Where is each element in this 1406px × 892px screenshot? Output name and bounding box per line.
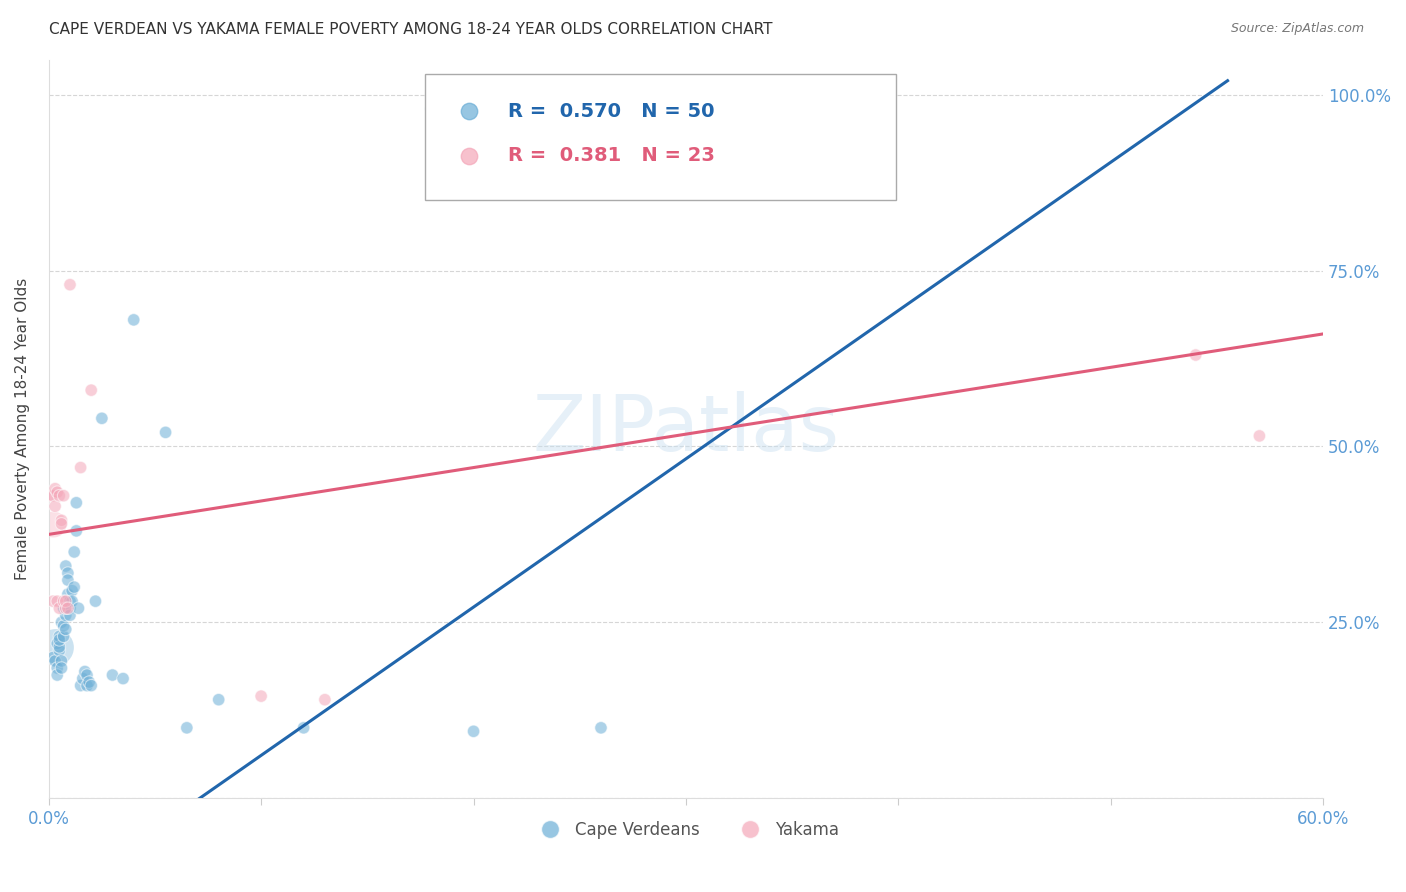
Point bbox=[42, 650, 65, 665]
Point bbox=[72, 672, 94, 686]
Point bbox=[46, 594, 69, 608]
Point bbox=[59, 277, 82, 292]
Point bbox=[51, 661, 73, 675]
Point bbox=[76, 679, 98, 693]
Point bbox=[77, 675, 100, 690]
Point bbox=[1249, 429, 1271, 443]
Point bbox=[44, 640, 66, 654]
Point bbox=[589, 721, 612, 735]
Point bbox=[42, 594, 65, 608]
Point bbox=[44, 500, 66, 514]
Point bbox=[292, 721, 315, 735]
Point bbox=[44, 654, 66, 668]
Point bbox=[80, 383, 103, 397]
Point bbox=[176, 721, 198, 735]
Point bbox=[55, 601, 77, 615]
Point bbox=[55, 594, 77, 608]
Point bbox=[73, 665, 96, 679]
Point bbox=[84, 594, 107, 608]
Point bbox=[52, 619, 75, 633]
Point bbox=[69, 460, 91, 475]
Point bbox=[63, 580, 86, 594]
Point bbox=[55, 608, 77, 623]
Point bbox=[46, 668, 69, 682]
Point bbox=[42, 489, 65, 503]
Point bbox=[48, 601, 70, 615]
Point bbox=[59, 608, 82, 623]
Text: R =  0.570   N = 50: R = 0.570 N = 50 bbox=[508, 102, 714, 120]
Point bbox=[51, 516, 73, 531]
Point bbox=[48, 643, 70, 657]
Point bbox=[46, 485, 69, 500]
Point bbox=[48, 640, 70, 654]
Point bbox=[52, 489, 75, 503]
Point bbox=[314, 692, 336, 706]
Point bbox=[48, 629, 70, 643]
Point bbox=[55, 559, 77, 574]
Text: R =  0.381   N = 23: R = 0.381 N = 23 bbox=[508, 146, 714, 165]
Point bbox=[69, 679, 91, 693]
Point bbox=[101, 668, 124, 682]
Y-axis label: Female Poverty Among 18-24 Year Olds: Female Poverty Among 18-24 Year Olds bbox=[15, 277, 30, 580]
Text: Source: ZipAtlas.com: Source: ZipAtlas.com bbox=[1230, 22, 1364, 36]
Point bbox=[1184, 348, 1206, 362]
Point bbox=[122, 313, 145, 327]
Point bbox=[51, 654, 73, 668]
Point bbox=[48, 632, 70, 647]
Point bbox=[51, 615, 73, 630]
Point bbox=[208, 692, 231, 706]
Point bbox=[52, 601, 75, 615]
Point bbox=[59, 601, 82, 615]
Point bbox=[46, 661, 69, 675]
Text: CAPE VERDEAN VS YAKAMA FEMALE POVERTY AMONG 18-24 YEAR OLDS CORRELATION CHART: CAPE VERDEAN VS YAKAMA FEMALE POVERTY AM… bbox=[49, 22, 773, 37]
Point bbox=[76, 668, 98, 682]
Point bbox=[56, 573, 79, 587]
FancyBboxPatch shape bbox=[425, 74, 896, 200]
Legend: Cape Verdeans, Yakama: Cape Verdeans, Yakama bbox=[527, 814, 845, 846]
Point bbox=[60, 583, 83, 598]
Point bbox=[738, 136, 761, 151]
Point bbox=[63, 545, 86, 559]
Point bbox=[52, 594, 75, 608]
Point bbox=[51, 513, 73, 527]
Point bbox=[52, 629, 75, 643]
Point bbox=[67, 601, 90, 615]
Point bbox=[65, 496, 87, 510]
Point bbox=[39, 489, 62, 503]
Point bbox=[155, 425, 177, 440]
Point bbox=[46, 636, 69, 650]
Point bbox=[420, 102, 443, 116]
Point bbox=[56, 566, 79, 580]
Point bbox=[56, 601, 79, 615]
Point bbox=[112, 672, 135, 686]
Point bbox=[80, 679, 103, 693]
Point bbox=[60, 594, 83, 608]
Point bbox=[250, 689, 273, 703]
Point bbox=[463, 724, 485, 739]
Point bbox=[56, 587, 79, 601]
Point bbox=[55, 623, 77, 637]
Point bbox=[65, 524, 87, 538]
Point bbox=[42, 516, 65, 531]
Point bbox=[90, 411, 112, 425]
Point bbox=[59, 594, 82, 608]
Text: ZIPatlas: ZIPatlas bbox=[533, 391, 839, 467]
Point bbox=[48, 489, 70, 503]
Point bbox=[44, 482, 66, 496]
Point bbox=[738, 179, 761, 194]
